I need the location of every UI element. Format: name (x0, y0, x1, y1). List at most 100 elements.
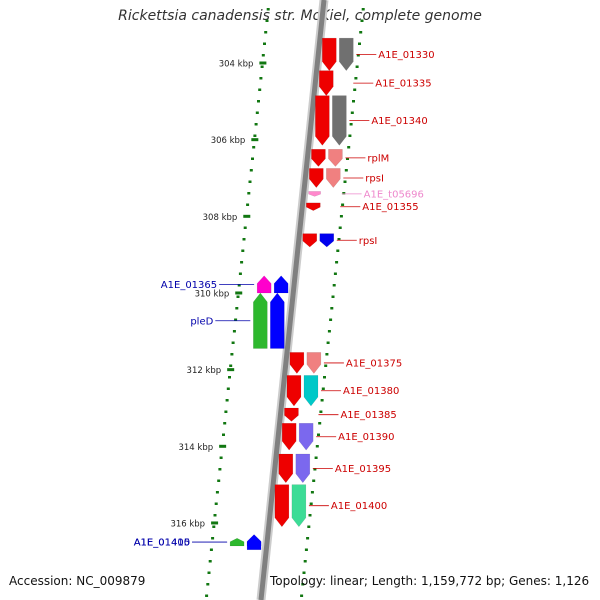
left-dotted-track (205, 594, 209, 597)
right-dotted-track (300, 594, 304, 597)
left-dotted-track (217, 479, 221, 482)
gene-cog-arrow (339, 37, 354, 72)
topology-text: Topology: linear; Length: 1,159,772 bp; … (270, 574, 590, 588)
left-dotted-track (257, 100, 260, 103)
right-dotted-track (301, 583, 305, 586)
left-dotted-track (211, 537, 215, 540)
right-dotted-track (321, 387, 325, 390)
right-dotted-track (335, 261, 339, 264)
gene-cog-arrow (229, 538, 245, 547)
left-dotted-track (255, 111, 259, 114)
right-dotted-track (326, 341, 330, 344)
right-dotted-track (339, 215, 343, 218)
right-dotted-track (346, 157, 349, 160)
gene-label: A1E_01405 (134, 538, 190, 549)
right-dotted-track (330, 307, 334, 310)
right-dotted-track (306, 537, 310, 540)
right-dotted-track (329, 318, 333, 321)
left-dotted-track (219, 456, 223, 459)
left-dotted-track (254, 123, 258, 126)
gene-arrow (246, 534, 262, 551)
left-dotted-track (234, 318, 238, 321)
gene-arrow (278, 453, 294, 484)
right-dotted-track (356, 54, 360, 57)
right-dotted-track (343, 180, 347, 183)
gene-arrow (308, 191, 321, 197)
left-dotted-track (215, 491, 219, 494)
left-dotted-track (229, 364, 233, 367)
left-dotted-track (266, 8, 270, 11)
gene-arrow (319, 70, 334, 96)
left-dotted-track (236, 295, 240, 298)
gene-label: A1E_01330 (378, 50, 434, 61)
left-dotted-track (246, 203, 250, 206)
genome-backbone (258, 0, 327, 600)
right-dotted-track (361, 8, 365, 11)
gene-cog-arrow (298, 423, 314, 451)
right-dotted-track (347, 146, 351, 149)
right-dotted-track (315, 445, 319, 448)
gene-label: A1E_01410 (134, 538, 190, 549)
left-dotted-track (231, 341, 235, 344)
gene-label: A1E_01340 (371, 116, 427, 127)
left-dotted-track (247, 192, 251, 195)
right-dotted-track (354, 77, 358, 80)
tick-label: 310 kbp (195, 289, 230, 299)
accession-text: Accession: NC_009879 (9, 574, 146, 588)
gene-label: rplM (367, 153, 389, 164)
tick-mark (211, 521, 219, 525)
left-dotted-track (212, 525, 216, 528)
left-dotted-track (260, 65, 264, 68)
right-dotted-track (327, 330, 331, 333)
right-dotted-track (352, 100, 355, 103)
gene-cog-arrow (306, 352, 322, 374)
right-dotted-track (314, 456, 318, 459)
tick-label: 304 kbp (219, 60, 254, 70)
right-dotted-track (338, 226, 342, 229)
right-dotted-track (303, 560, 307, 563)
left-dotted-track (232, 330, 236, 333)
gene-label: A1E_t05696 (364, 189, 424, 200)
left-dotted-track (225, 399, 229, 402)
genome-title: Rickettsia canadensis str. McKiel, compl… (118, 8, 482, 24)
gene-cog-arrow (328, 148, 343, 167)
left-dotted-track (240, 261, 244, 264)
left-dotted-track (228, 376, 231, 379)
tick-label: 316 kbp (170, 519, 205, 529)
right-dotted-track (324, 364, 328, 367)
gene-label: A1E_01395 (335, 464, 391, 475)
gene-arrow (289, 352, 305, 374)
left-dotted-track (206, 583, 210, 586)
tick-mark (251, 138, 259, 142)
gene-label: rpsI (365, 173, 384, 184)
gene-arrow (315, 95, 330, 146)
left-dotted-track (258, 88, 262, 91)
right-dotted-track (342, 192, 346, 195)
gene-cog-arrow (319, 233, 335, 248)
left-dotted-track (249, 169, 253, 172)
gene-label: A1E_01355 (362, 202, 418, 213)
right-dotted-track (360, 19, 364, 22)
right-dotted-track (313, 468, 317, 471)
gene-arrow (311, 148, 326, 167)
left-dotted-track (223, 422, 227, 425)
right-dotted-track (302, 571, 306, 574)
right-dotted-track (312, 479, 316, 482)
left-dotted-track (237, 284, 241, 287)
gene-arrow (281, 423, 297, 451)
right-dotted-track (333, 272, 337, 275)
gene-label: rpsI (359, 236, 378, 247)
right-dotted-track (323, 376, 326, 379)
left-dotted-track (218, 468, 222, 471)
left-dotted-track (235, 307, 239, 310)
gene-label: A1E_01390 (338, 432, 394, 443)
gene-label: pleD (190, 316, 213, 327)
gene-cog-arrow (256, 275, 272, 294)
gene-arrow (284, 407, 299, 422)
left-dotted-track (253, 134, 257, 137)
right-dotted-track (331, 295, 335, 298)
left-dotted-track (209, 548, 213, 551)
right-dotted-track (319, 410, 323, 413)
